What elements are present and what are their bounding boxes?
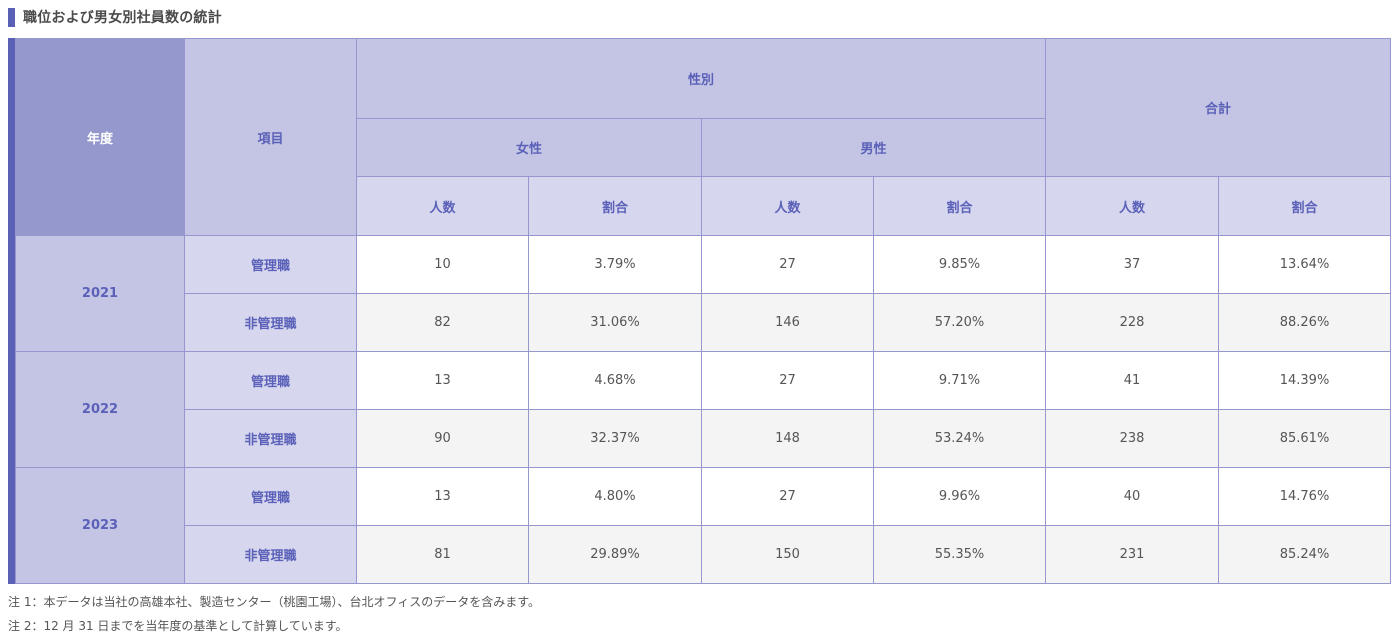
male-ratio-cell: 9.96% <box>872 467 1047 526</box>
year-cell: 2021 <box>15 235 185 352</box>
header-male-count: 人数 <box>701 176 874 236</box>
female-count-cell: 10 <box>356 235 529 294</box>
table-row: 2021 管理職 10 3.79% 27 9.85% 37 13.64% <box>15 235 1392 352</box>
item-cell: 非管理職 <box>184 293 357 352</box>
total-count-cell: 238 <box>1045 409 1220 468</box>
year-cell: 2022 <box>15 351 185 468</box>
title-accent-bar <box>8 7 15 27</box>
item-cell: 非管理職 <box>184 525 357 584</box>
total-ratio-cell: 85.61% <box>1218 409 1392 468</box>
male-count-cell: 148 <box>701 409 874 468</box>
header-total-ratio: 割合 <box>1218 176 1392 236</box>
male-count-cell: 27 <box>701 235 874 294</box>
female-ratio-cell: 4.68% <box>528 351 702 410</box>
header-male-ratio: 割合 <box>872 176 1047 236</box>
male-ratio-cell: 55.35% <box>872 525 1047 584</box>
total-ratio-cell: 85.24% <box>1218 525 1392 584</box>
male-ratio-cell: 9.85% <box>872 235 1047 294</box>
year-cell: 2023 <box>15 467 185 584</box>
item-cell: 管理職 <box>184 351 357 410</box>
table-row: 2022 管理職 13 4.68% 27 9.71% 41 14.39% <box>15 351 1392 468</box>
header-male: 男性 <box>700 118 1047 177</box>
header-gender: 性別 <box>355 38 1047 119</box>
page-title: 職位および男女別社員数の統計 <box>23 10 222 26</box>
table-accent-bar <box>8 38 15 584</box>
total-ratio-cell: 88.26% <box>1218 293 1392 352</box>
header-female-ratio: 割合 <box>528 176 702 236</box>
female-count-cell: 13 <box>356 351 529 410</box>
female-count-cell: 90 <box>356 409 529 468</box>
table-row: 非管理職 90 32.37% 148 53.24% 238 85.61% <box>16 409 1392 468</box>
female-count-cell: 13 <box>356 467 529 526</box>
female-ratio-cell: 32.37% <box>528 409 702 468</box>
item-cell: 非管理職 <box>184 409 357 468</box>
total-count-cell: 228 <box>1045 293 1220 352</box>
male-count-cell: 27 <box>701 467 874 526</box>
footnotes: 注 1：本データは当社の高雄本社、製造センター（桃園工場）、台北オフィスのデータ… <box>8 594 540 638</box>
female-ratio-cell: 31.06% <box>528 293 702 352</box>
female-count-cell: 82 <box>356 293 529 352</box>
female-ratio-cell: 3.79% <box>528 235 702 294</box>
table-row: 非管理職 81 29.89% 150 55.35% 231 85.24% <box>16 525 1392 584</box>
item-cell: 管理職 <box>184 235 357 294</box>
male-ratio-cell: 57.20% <box>872 293 1047 352</box>
section-title: 職位および男女別社員数の統計 <box>8 7 222 27</box>
male-count-cell: 150 <box>701 525 874 584</box>
header-female: 女性 <box>356 118 702 177</box>
total-count-cell: 41 <box>1045 351 1220 410</box>
total-ratio-cell: 14.76% <box>1218 467 1392 526</box>
total-count-cell: 37 <box>1045 235 1220 294</box>
male-count-cell: 27 <box>701 351 874 410</box>
footnote-2: 注 2：12 月 31 日までを当年度の基準として計算しています。 <box>8 619 348 633</box>
male-ratio-cell: 53.24% <box>872 409 1047 468</box>
footnote-1: 注 1：本データは当社の高雄本社、製造センター（桃園工場）、台北オフィスのデータ… <box>8 595 541 609</box>
female-ratio-cell: 29.89% <box>528 525 702 584</box>
female-count-cell: 81 <box>356 525 529 584</box>
header-female-count: 人数 <box>356 176 529 236</box>
total-ratio-cell: 13.64% <box>1218 235 1392 294</box>
female-ratio-cell: 4.80% <box>528 467 702 526</box>
total-ratio-cell: 14.39% <box>1218 351 1392 410</box>
statistics-table-container: 年度 項目 性別 合計 女性 男性 人数 割合 人数 割合 人数 割合 <box>8 38 1392 584</box>
header-item: 項目 <box>184 38 357 236</box>
employee-statistics-table: 年度 項目 性別 合計 女性 男性 人数 割合 人数 割合 人数 割合 <box>15 38 1392 584</box>
header-total-count: 人数 <box>1045 176 1220 236</box>
table-row: 非管理職 82 31.06% 146 57.20% 228 88.26% <box>16 293 1392 352</box>
header-year: 年度 <box>15 38 185 236</box>
male-count-cell: 146 <box>701 293 874 352</box>
header-total: 合計 <box>1045 38 1392 177</box>
male-ratio-cell: 9.71% <box>872 351 1047 410</box>
table-row: 2023 管理職 13 4.80% 27 9.96% 40 14.76% <box>15 467 1392 584</box>
total-count-cell: 40 <box>1045 467 1220 526</box>
item-cell: 管理職 <box>184 467 357 526</box>
total-count-cell: 231 <box>1045 525 1220 584</box>
